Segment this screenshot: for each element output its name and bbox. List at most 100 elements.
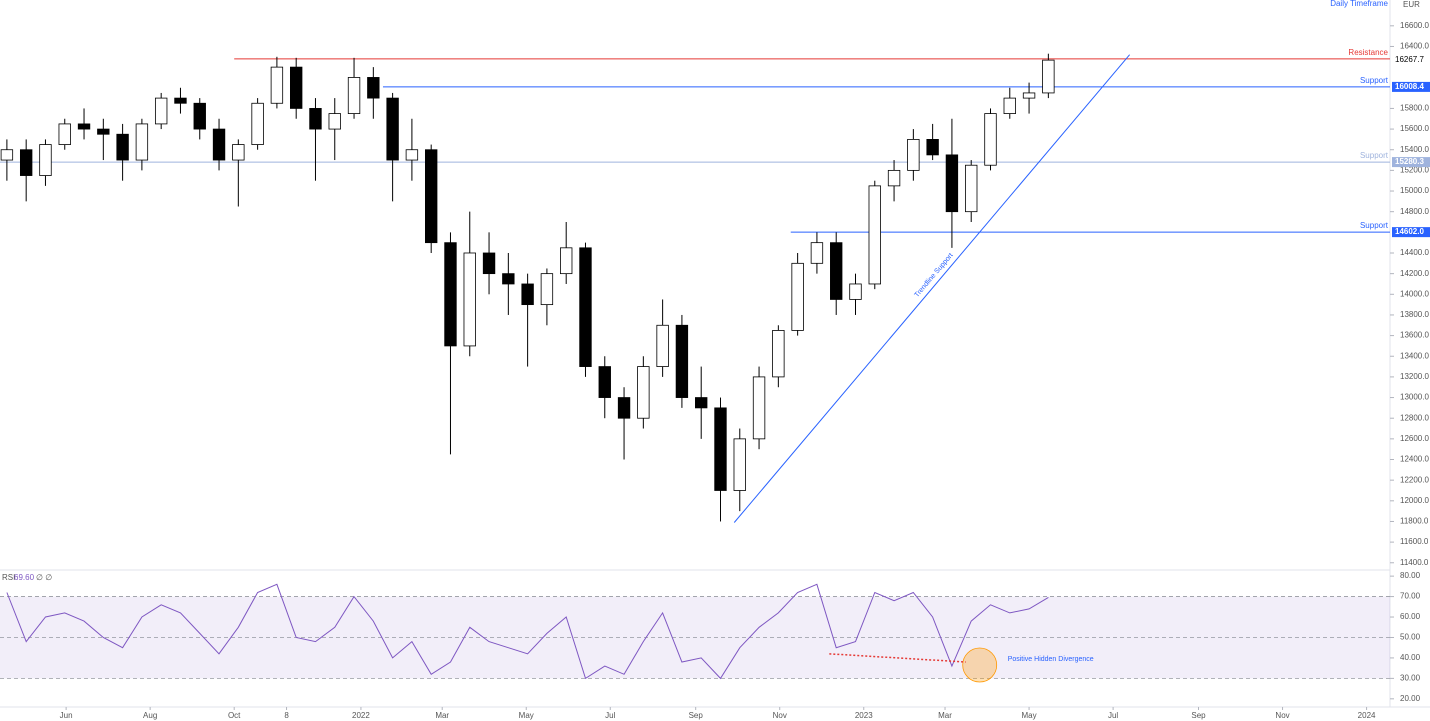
currency: EUR (1403, 0, 1420, 9)
candle-body (39, 144, 52, 176)
divergence-label: Positive Hidden Divergence (1008, 656, 1094, 663)
price-tick-label: 14800.0 (1400, 207, 1429, 216)
price-tick-label: 14000.0 (1400, 289, 1429, 298)
time-tick-label: 2023 (855, 711, 873, 720)
candle-body (58, 123, 71, 145)
level-tag (1392, 227, 1430, 238)
candle-body (849, 283, 862, 300)
time-tick-label: Mar (435, 711, 449, 720)
candle-body (289, 66, 303, 109)
candle-body (77, 123, 91, 130)
candle-body (887, 169, 901, 187)
level-name: Support (1360, 151, 1389, 160)
candle-body (367, 77, 380, 99)
candle-body (772, 330, 785, 378)
candle-body (984, 113, 997, 166)
candle-body (135, 123, 149, 161)
rsi-name: RSI (2, 573, 15, 582)
candle-body (1022, 92, 1036, 99)
candle-body (560, 247, 573, 275)
price-tick-label: 13800.0 (1400, 310, 1429, 319)
candle-body (386, 97, 399, 161)
time-tick-label: 8 (284, 711, 289, 720)
price-tick-label: 13600.0 (1400, 331, 1429, 340)
candle-body (347, 77, 361, 114)
price-tick-label: 14200.0 (1400, 269, 1429, 278)
time-tick-label: Jun (60, 711, 73, 720)
candle-body (733, 438, 746, 491)
candle-body (405, 149, 419, 161)
last-price-label: 16267.7 (1395, 55, 1424, 64)
level-tag (1392, 157, 1430, 168)
rsi-readout: 69.60 (14, 573, 35, 582)
divergence-line (829, 653, 966, 663)
candle-body (97, 128, 110, 135)
candle-body (926, 139, 939, 156)
price-tick-label: 15400.0 (1400, 145, 1429, 154)
time-tick-label: Aug (143, 711, 157, 720)
price-tick-label: 13200.0 (1400, 372, 1429, 381)
price-tick-label: 15000.0 (1400, 186, 1429, 195)
candle-body (19, 149, 33, 176)
price-tick-label: 11400.0 (1400, 558, 1429, 567)
candle-body (907, 139, 920, 171)
rsi-tick-label: 40.00 (1400, 653, 1421, 662)
candle-body (154, 97, 168, 125)
time-tick-label: Jul (605, 711, 615, 720)
time-tick-label: May (519, 711, 534, 720)
price-tick-label: 15200.0 (1400, 165, 1429, 174)
candle-body (425, 149, 438, 244)
candle-body (270, 66, 284, 104)
price-tick-label: 12200.0 (1400, 475, 1429, 484)
rsi-tick-label: 80.00 (1400, 571, 1421, 580)
rsi-tick-label: 70.00 (1400, 592, 1421, 601)
level-tag (1392, 81, 1430, 92)
level-tag-label: 16008.4 (1395, 82, 1424, 91)
timeframe-annotation: Daily Timeframe (1330, 0, 1388, 8)
candle-body (174, 97, 187, 104)
candle-body (1042, 59, 1055, 94)
time-tick-label: Jul (1108, 711, 1118, 720)
rsi-tick-label: 60.00 (1400, 612, 1421, 621)
candle-body (714, 407, 727, 491)
candle-body (675, 324, 689, 398)
candle-body (251, 102, 264, 145)
level-name: Resistance (1348, 48, 1388, 57)
candle-body (309, 108, 322, 130)
candle-body (444, 242, 457, 347)
candle-body (540, 273, 554, 306)
candle-body (579, 247, 592, 367)
level-tag-label: 14602.0 (1395, 227, 1424, 236)
candle-body (1003, 97, 1016, 114)
price-tick-label: 12000.0 (1400, 496, 1429, 505)
candle-body (463, 252, 476, 347)
time-tick-label: 2024 (1358, 711, 1376, 720)
candle-body (945, 154, 959, 213)
price-tick-label: 15600.0 (1400, 124, 1429, 133)
candle-body (232, 144, 245, 161)
time-tick-label: Mar (938, 711, 952, 720)
candle-body (868, 185, 881, 285)
level-tag-label: 15280.3 (1395, 157, 1424, 166)
candle-body (695, 397, 708, 409)
time-tick-label: Sep (689, 711, 704, 720)
rsi-tick-label: 20.00 (1400, 694, 1421, 703)
rsi-readout-extra: ∅ ∅ (36, 573, 52, 582)
price-tick-label: 16600.0 (1400, 21, 1429, 30)
rsi-tick-label: 50.00 (1400, 633, 1421, 642)
candle-body (752, 376, 766, 440)
candle-body (482, 252, 496, 275)
candle-body (656, 324, 669, 367)
time-tick-label: 2022 (352, 711, 370, 720)
time-tick-label: May (1022, 711, 1037, 720)
candle-body (521, 283, 534, 306)
candle-body (502, 273, 515, 285)
candle-body (830, 242, 843, 300)
divergence-highlight (962, 647, 998, 683)
candle-body (617, 397, 631, 419)
candle-body (637, 366, 650, 419)
time-tick-label: Oct (228, 711, 241, 720)
